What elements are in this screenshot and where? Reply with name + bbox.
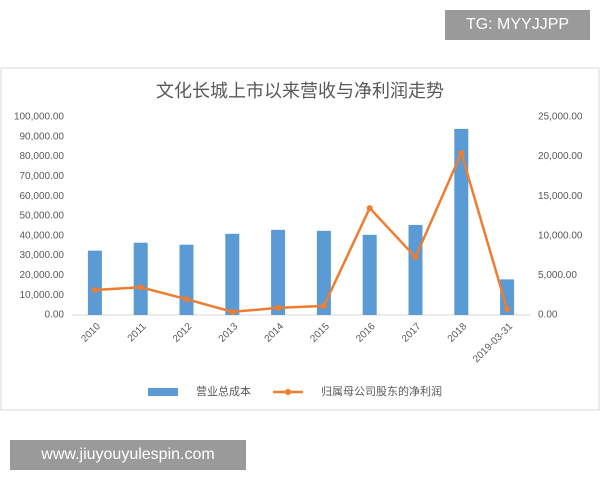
line [94,149,509,314]
y-tick-label: 80,000.00 [20,151,65,162]
chart-frame [0,67,600,411]
y-tick-label: 50,000.00 [20,211,65,222]
bar [408,224,423,315]
y-tick-label: 0.00 [45,310,65,321]
y-tick-label: 70,000.00 [20,171,65,182]
url-banner: www.jiuyouyulespin.com [10,440,246,470]
y-tick-label: 30,000.00 [20,250,65,261]
bar [133,242,148,315]
y2-tick-label: 5,000.00 [538,270,577,281]
line-marker [275,304,282,311]
line-marker [504,306,511,313]
y-tick-label: 20,000.00 [20,270,65,281]
y-tick-label: 60,000.00 [20,191,65,202]
y-tick-label: 10,000.00 [20,290,65,301]
y2-tick-label: 15,000.00 [538,191,583,202]
y2-tick-label: 25,000.00 [538,112,583,123]
legend-label: 营业总成本 [196,384,251,398]
bar [454,128,469,315]
line-marker [458,150,465,157]
tag: TG: MYYJJPP [445,10,590,40]
y2-tick-label: 20,000.00 [538,151,583,162]
line-marker [412,254,419,261]
y2-tick-label: 0.00 [538,310,558,321]
y2-tick-label: 10,000.00 [538,230,583,241]
y-tick-label: 100,000.00 [14,112,64,123]
y-tick-label: 40,000.00 [20,230,65,241]
legend-swatch [148,388,178,396]
line-marker [137,284,144,291]
bar [225,233,240,315]
legend-label: 归属母公司股东的净利润 [321,384,442,398]
bar [87,250,102,315]
bar [271,229,286,315]
bar [500,279,515,315]
bar [179,244,194,315]
legend-swatch [285,389,291,395]
line-marker [320,302,327,309]
line-marker [229,308,236,315]
chart-title: 文化长城上市以来营收与净利润走势 [156,81,444,102]
line-marker [91,287,98,294]
line-marker [366,205,373,212]
y-tick-label: 90,000.00 [20,131,65,142]
bar [316,230,331,315]
line-marker [183,296,190,303]
bar [362,234,377,315]
